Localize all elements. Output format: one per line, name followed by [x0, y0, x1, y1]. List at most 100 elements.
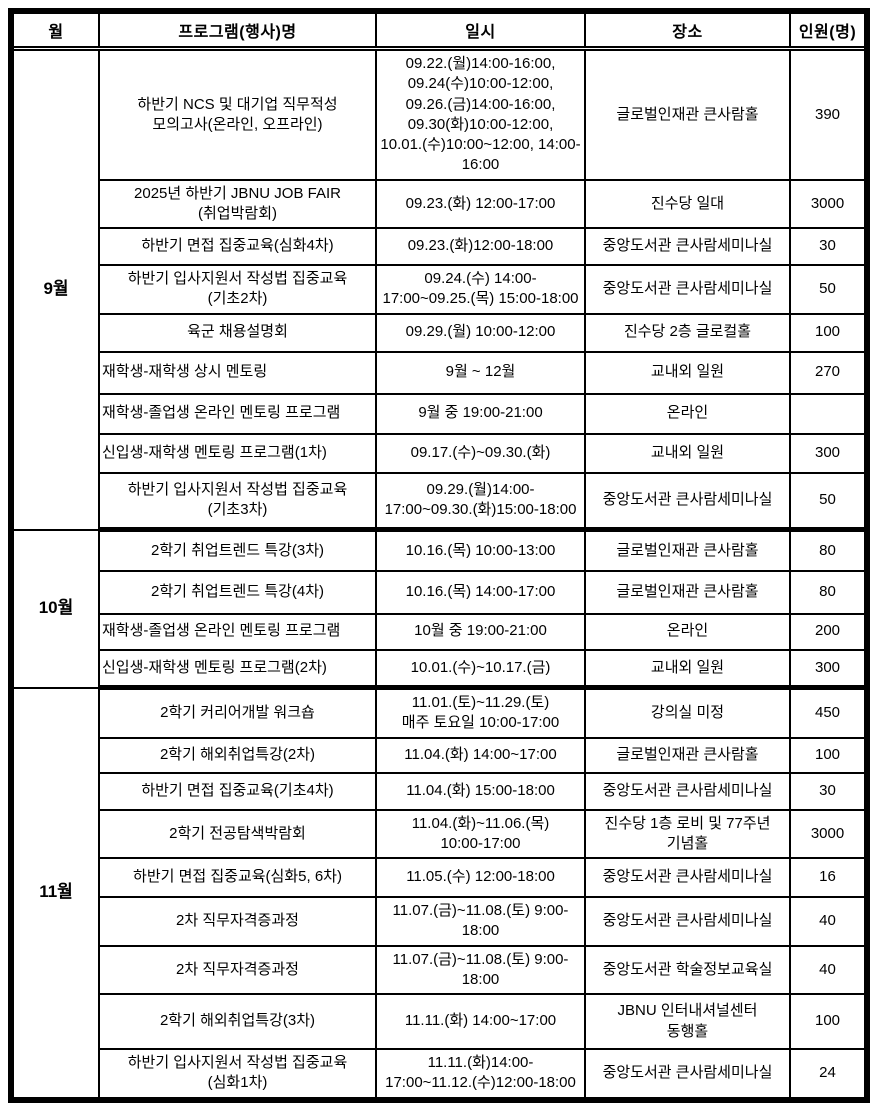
headcount-cell: 270	[789, 350, 868, 395]
datetime-cell: 09.23.(화)12:00-18:00	[375, 227, 586, 266]
program-name-cell: 재학생-재학생 상시 멘토링	[98, 350, 377, 395]
venue-cell: 중앙도서관 큰사람세미나실	[584, 264, 791, 315]
datetime-cell: 10.16.(목) 14:00-17:00	[375, 569, 586, 615]
venue-cell: 중앙도서관 큰사람세미나실	[584, 857, 791, 898]
month-cell: 9월	[10, 47, 100, 531]
column-header-venue: 장소	[584, 10, 791, 51]
headcount-cell: 3000	[789, 178, 868, 229]
headcount-cell: 100	[789, 736, 868, 774]
column-header-headcount: 인원(명)	[789, 10, 868, 51]
table-row: 10월 2학기 취업트렌드 특강(3차) 10.16.(목) 10:00-13:00…	[10, 528, 868, 689]
program-schedule-table: 월 프로그램(행사)명 일시 장소 인원(명) 9월 하반기 NCS 및 대기업 …	[8, 8, 870, 1103]
venue-cell: 온라인	[584, 612, 791, 651]
headcount-cell: 3000	[789, 808, 868, 859]
program-name-cell: 2학기 취업트렌드 특강(3차)	[98, 528, 377, 572]
program-name-cell: 2학기 해외취업특강(3차)	[98, 993, 377, 1050]
month-cell: 10월	[10, 528, 100, 689]
program-name-cell: 2차 직무자격증과정	[98, 944, 377, 995]
datetime-cell: 10.16.(목) 10:00-13:00	[375, 528, 586, 572]
datetime-cell: 09.22.(월)14:00-16:00, 09.24(수)10:00-12:00…	[375, 47, 586, 181]
table-row: 2025년 하반기 JBNU JOB FAIR (취업박람회) 09.23.(화) …	[11, 178, 868, 229]
table-row: 하반기 입사지원서 작성법 집중교육 (기초2차) 09.24.(수) 14:00-…	[11, 264, 868, 315]
table-row: 9월 하반기 NCS 및 대기업 직무적성 모의고사(온라인, 오프라인) 09.22…	[10, 47, 868, 531]
program-name-cell: 2학기 커리어개발 워크숍	[98, 686, 377, 739]
program-name-cell: 하반기 면접 집중교육(기초4차)	[98, 771, 377, 811]
table-row: 2차 직무자격증과정 11.07.(금)~11.08.(토) 9:00- 18:00…	[11, 896, 868, 947]
table-row: 2학기 해외취업특강(3차) 11.11.(화) 14:00~17:00 JBNU …	[11, 993, 868, 1050]
datetime-cell: 10.01.(수)~10.17.(금)	[375, 648, 586, 690]
program-name-cell: 하반기 입사지원서 작성법 집중교육 (심화1차)	[98, 1048, 377, 1102]
program-name-cell: 2차 직무자격증과정	[98, 896, 377, 947]
datetime-cell: 11.11.(화)14:00- 17:00~11.12.(수)12:00-18:0…	[375, 1048, 586, 1102]
venue-cell: 강의실 미정	[584, 686, 791, 739]
table-row: 재학생-졸업생 온라인 멘토링 프로그램 10월 중 19:00-21:00 온라인…	[11, 612, 868, 651]
table-body: 9월 하반기 NCS 및 대기업 직무적성 모의고사(온라인, 오프라인) 09.22…	[10, 47, 868, 1102]
table-row: 재학생-재학생 상시 멘토링 9월 ~ 12월 교내외 일원 270	[11, 350, 868, 395]
table-row: 11월 2학기 커리어개발 워크숍 11.01.(토)~11.29.(토) 매주 토요…	[10, 686, 868, 1101]
program-name-cell: 하반기 입사지원서 작성법 집중교육 (기초2차)	[98, 264, 377, 315]
headcount-cell: 300	[789, 432, 868, 474]
venue-cell: 진수당 일대	[584, 178, 791, 229]
headcount-cell: 40	[789, 944, 868, 995]
program-name-cell: 2학기 취업트렌드 특강(4차)	[98, 569, 377, 615]
datetime-cell: 11.07.(금)~11.08.(토) 9:00- 18:00	[375, 944, 586, 995]
column-header-datetime: 일시	[375, 10, 586, 51]
datetime-cell: 9월 중 19:00-21:00	[375, 392, 586, 435]
program-name-cell: 하반기 입사지원서 작성법 집중교육 (기초3차)	[98, 471, 377, 532]
datetime-cell: 11.01.(토)~11.29.(토) 매주 토요일 10:00-17:00	[375, 686, 586, 739]
venue-cell: 진수당 2층 글로컬홀	[584, 312, 791, 353]
venue-cell: 교내외 일원	[584, 432, 791, 474]
headcount-cell: 100	[789, 993, 868, 1050]
datetime-cell: 09.17.(수)~09.30.(화)	[375, 432, 586, 474]
headcount-cell: 50	[789, 264, 868, 315]
program-name-cell: 신입생-재학생 멘토링 프로그램(2차)	[98, 648, 377, 690]
datetime-cell: 09.29.(월) 10:00-12:00	[375, 312, 586, 353]
datetime-cell: 11.04.(화)~11.06.(목) 10:00-17:00	[375, 808, 586, 859]
column-header-month: 월	[10, 10, 100, 51]
table-row: 하반기 입사지원서 작성법 집중교육 (심화1차) 11.11.(화)14:00- 1…	[11, 1048, 868, 1102]
headcount-cell: 450	[789, 686, 868, 739]
program-name-cell: 육군 채용설명회	[98, 312, 377, 353]
program-name-cell: 2학기 해외취업특강(2차)	[98, 736, 377, 774]
datetime-cell: 9월 ~ 12월	[375, 350, 586, 395]
datetime-cell: 11.07.(금)~11.08.(토) 9:00- 18:00	[375, 896, 586, 947]
venue-cell: 중앙도서관 큰사람세미나실	[584, 771, 791, 811]
table-row: 신입생-재학생 멘토링 프로그램(2차) 10.01.(수)~10.17.(금) 교…	[11, 648, 868, 690]
headcount-cell: 390	[789, 47, 868, 181]
venue-cell: 중앙도서관 학술정보교육실	[584, 944, 791, 995]
headcount-cell: 100	[789, 312, 868, 353]
headcount-cell	[789, 392, 868, 435]
venue-cell: 중앙도서관 큰사람세미나실	[584, 1048, 791, 1102]
program-name-cell: 하반기 NCS 및 대기업 직무적성 모의고사(온라인, 오프라인)	[98, 47, 377, 181]
table-row: 2학기 해외취업특강(2차) 11.04.(화) 14:00~17:00 글로벌인재…	[11, 736, 868, 774]
venue-cell: 진수당 1층 로비 및 77주년 기념홀	[584, 808, 791, 859]
program-name-cell: 재학생-졸업생 온라인 멘토링 프로그램	[98, 392, 377, 435]
datetime-cell: 11.04.(화) 15:00-18:00	[375, 771, 586, 811]
headcount-cell: 30	[789, 227, 868, 266]
headcount-cell: 16	[789, 857, 868, 898]
program-name-cell: 2학기 전공탐색박람회	[98, 808, 377, 859]
table-row: 하반기 입사지원서 작성법 집중교육 (기초3차) 09.29.(월)14:00- 1…	[11, 471, 868, 532]
program-name-cell: 신입생-재학생 멘토링 프로그램(1차)	[98, 432, 377, 474]
venue-cell: 글로벌인재관 큰사람홀	[584, 569, 791, 615]
venue-cell: JBNU 인터내셔널센터 동행홀	[584, 993, 791, 1050]
headcount-cell: 50	[789, 471, 868, 532]
headcount-cell: 40	[789, 896, 868, 947]
table-row: 하반기 면접 집중교육(기초4차) 11.04.(화) 15:00-18:00 중앙…	[11, 771, 868, 811]
table-row: 하반기 면접 집중교육(심화4차) 09.23.(화)12:00-18:00 중앙도…	[11, 227, 868, 266]
datetime-cell: 10월 중 19:00-21:00	[375, 612, 586, 651]
venue-cell: 교내외 일원	[584, 350, 791, 395]
column-header-program-name: 프로그램(행사)명	[98, 10, 377, 51]
headcount-cell: 80	[789, 528, 868, 572]
venue-cell: 글로벌인재관 큰사람홀	[584, 47, 791, 181]
table-row: 신입생-재학생 멘토링 프로그램(1차) 09.17.(수)~09.30.(화) 교…	[11, 432, 868, 474]
program-name-cell: 2025년 하반기 JBNU JOB FAIR (취업박람회)	[98, 178, 377, 229]
headcount-cell: 24	[789, 1048, 868, 1102]
table-header-row: 월 프로그램(행사)명 일시 장소 인원(명)	[10, 10, 868, 51]
table-row: 재학생-졸업생 온라인 멘토링 프로그램 9월 중 19:00-21:00 온라인	[11, 392, 868, 435]
month-cell: 11월	[10, 686, 100, 1101]
venue-cell: 글로벌인재관 큰사람홀	[584, 736, 791, 774]
datetime-cell: 09.23.(화) 12:00-17:00	[375, 178, 586, 229]
table-row: 2차 직무자격증과정 11.07.(금)~11.08.(토) 9:00- 18:00…	[11, 944, 868, 995]
